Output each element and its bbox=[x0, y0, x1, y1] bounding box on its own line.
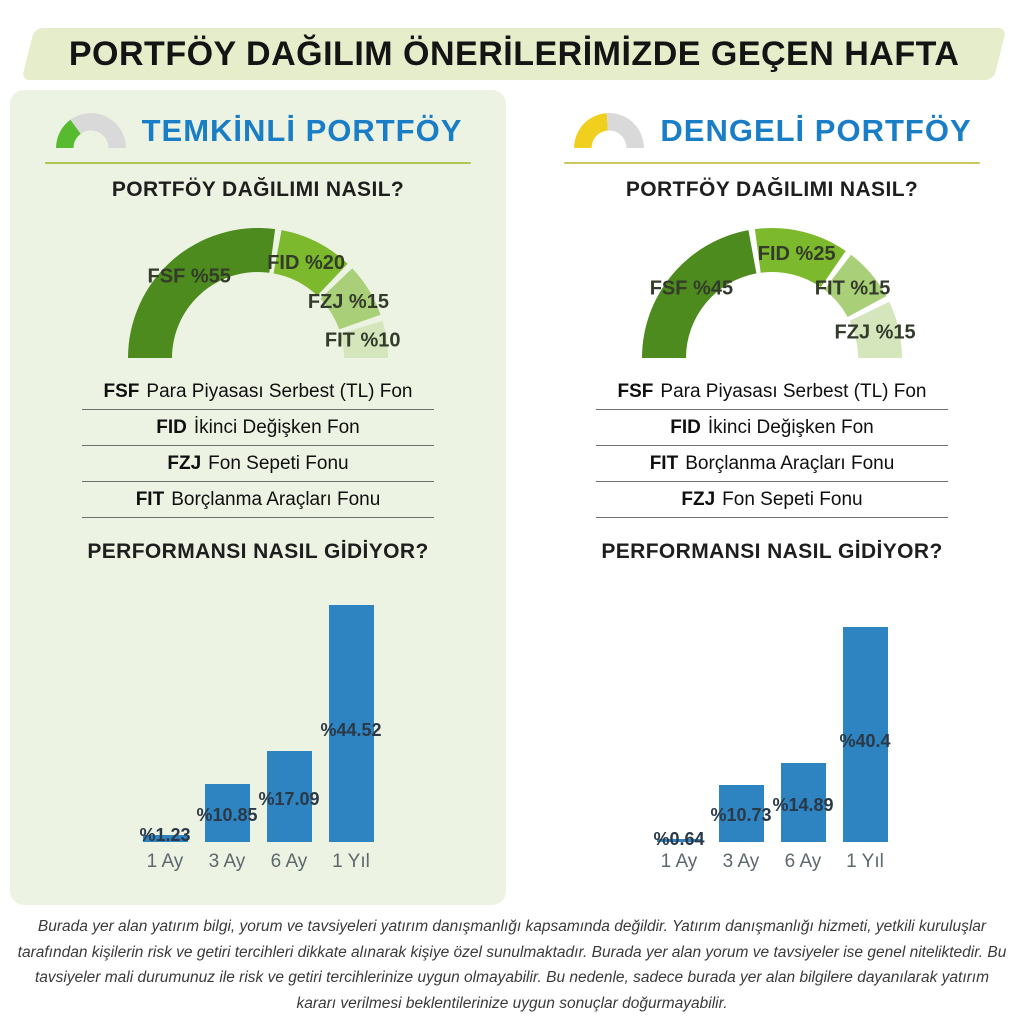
donut-segment-FIT bbox=[824, 254, 887, 318]
fund-name: Fon Sepeti Fonu bbox=[208, 453, 349, 474]
fund-name: Para Piyasası Serbest (TL) Fon bbox=[146, 381, 413, 402]
fund-legend: FSF Para Piyasası Serbest (TL) Fon FID İkin… bbox=[82, 374, 434, 518]
bars-area: %0.64 %10.73 %14.89 %40.4 bbox=[653, 600, 891, 849]
fund-legend: FSF Para Piyasası Serbest (TL) Fon FID İkin… bbox=[596, 374, 948, 518]
bars-area: %1.23 %10.85 %17.09 %44.52 bbox=[139, 600, 382, 845]
fund-name: Para Piyasası Serbest (TL) Fon bbox=[660, 381, 927, 402]
fund-code: FSF bbox=[617, 381, 654, 402]
bar-1 Yıl: %44.52 bbox=[320, 604, 382, 842]
panel-underline bbox=[563, 162, 981, 164]
bar-6 Ay: %14.89 bbox=[772, 762, 834, 842]
bar-categories: 1 Ay 3 Ay 6 Ay 1 Yıl bbox=[143, 851, 374, 873]
fund-name: Fon Sepeti Fonu bbox=[722, 489, 863, 510]
bar-category-label: 3 Ay bbox=[208, 851, 246, 872]
fund-name: İkinci Değişken Fon bbox=[193, 417, 360, 438]
fund-row-FIT: FIT Borçlanma Araçları Fonu bbox=[596, 446, 948, 482]
gauge-fill-segment bbox=[55, 119, 81, 148]
fund-row-FSF: FSF Para Piyasası Serbest (TL) Fon bbox=[82, 374, 434, 410]
bar-category-label: 1 Yıl bbox=[332, 851, 370, 872]
fund-name: Borçlanma Araçları Fonu bbox=[171, 489, 381, 510]
fund-code: FSF bbox=[103, 381, 140, 402]
bar-3 Ay: %10.85 bbox=[196, 784, 258, 842]
panel-temkinli: TEMKİNLİ PORTFÖY PORTFÖY DAĞILIMI NASIL?… bbox=[10, 90, 506, 905]
fund-name: Borçlanma Araçları Fonu bbox=[685, 453, 895, 474]
performance-title: PERFORMANSI NASIL GİDİYOR? bbox=[87, 540, 429, 563]
fund-code: FID bbox=[670, 417, 701, 438]
bar-value-label: %0.64 bbox=[653, 828, 705, 849]
bar-categories: 1 Ay 3 Ay 6 Ay 1 Yıl bbox=[657, 851, 888, 873]
panel-underline bbox=[44, 162, 472, 164]
donut-label: FID %25 bbox=[758, 243, 836, 265]
bar-category-label: 1 Ay bbox=[660, 851, 698, 872]
bar-value-label: %10.85 bbox=[196, 804, 258, 825]
bar-1 Ay: %0.64 bbox=[653, 829, 704, 849]
panels-row: TEMKİNLİ PORTFÖY PORTFÖY DAĞILIMI NASIL?… bbox=[10, 90, 1014, 905]
donut-segment-FIT bbox=[340, 320, 388, 358]
bar-category-label: 1 Yıl bbox=[846, 851, 884, 872]
gauge-track-segment bbox=[607, 113, 645, 148]
page-title: PORTFÖY DAĞILIM ÖNERİLERİMİZDE GEÇEN HAF… bbox=[68, 34, 960, 73]
performance-title: PERFORMANSI NASIL GİDİYOR? bbox=[601, 540, 943, 563]
bar-1 Ay: %1.23 bbox=[139, 825, 190, 845]
donut-chart: FSF %45 FID %25 FIT %15 FZJ %15 bbox=[642, 228, 916, 358]
bar-1 Yıl: %40.4 bbox=[839, 626, 891, 842]
donut-label: FIT %15 bbox=[815, 277, 891, 299]
donut-segment-FZJ bbox=[849, 301, 902, 358]
fund-row-FID: FID İkinci Değişken Fon bbox=[82, 410, 434, 446]
donut-label: FSF %55 bbox=[148, 266, 231, 288]
bar-3 Ay: %10.73 bbox=[710, 784, 772, 842]
fund-name: İkinci Değişken Fon bbox=[707, 417, 874, 438]
panel-title: TEMKİNLİ PORTFÖY bbox=[141, 113, 463, 148]
panel-dengeli: DENGELİ PORTFÖY PORTFÖY DAĞILIMI NASIL? … bbox=[530, 90, 1014, 905]
donut-label: FIT %10 bbox=[325, 330, 401, 352]
gauge-icon bbox=[574, 113, 645, 148]
donut-label: FZJ %15 bbox=[835, 322, 916, 344]
bar-category-label: 6 Ay bbox=[784, 851, 822, 872]
fund-row-FIT: FIT Borçlanma Araçları Fonu bbox=[82, 482, 434, 518]
donut-label: FID %20 bbox=[267, 252, 345, 274]
bar-chart: %1.23 %10.85 %17.09 %44.52 1 Ay 3 Ay 6 Ay 1 Yı… bbox=[139, 600, 382, 873]
fund-row-FID: FID İkinci Değişken Fon bbox=[596, 410, 948, 446]
distribution-title: PORTFÖY DAĞILIMI NASIL? bbox=[625, 178, 919, 201]
fund-row-FSF: FSF Para Piyasası Serbest (TL) Fon bbox=[596, 374, 948, 410]
donut-segment-FSF bbox=[128, 228, 276, 358]
donut-label: FZJ %15 bbox=[308, 291, 389, 313]
donut-segment-FZJ bbox=[320, 268, 381, 330]
fund-row-FZJ: FZJ Fon Sepeti Fonu bbox=[596, 482, 948, 518]
gauge-track-segment bbox=[70, 113, 126, 148]
donut-segment-FID bbox=[273, 230, 348, 296]
fund-code: FIT bbox=[649, 453, 679, 474]
donut-label: FSF %45 bbox=[650, 277, 733, 299]
gauge-icon bbox=[55, 113, 126, 148]
bar-category-label: 3 Ay bbox=[722, 851, 760, 872]
bar-category-label: 1 Ay bbox=[146, 851, 184, 872]
bar-value-label: %40.4 bbox=[839, 730, 891, 751]
donut-chart: FSF %55 FID %20 FZJ %15 FIT %10 bbox=[128, 228, 401, 358]
bar-value-label: %14.89 bbox=[772, 794, 834, 815]
bar-category-label: 6 Ay bbox=[270, 851, 308, 872]
panel-title: DENGELİ PORTFÖY bbox=[660, 113, 972, 148]
bar-value-label: %44.52 bbox=[320, 720, 382, 741]
panel-header: TEMKİNLİ PORTFÖY bbox=[54, 108, 463, 154]
bar-chart: %0.64 %10.73 %14.89 %40.4 1 Ay 3 Ay 6 Ay 1 Yıl bbox=[653, 600, 891, 873]
distribution-title: PORTFÖY DAĞILIMI NASIL? bbox=[111, 178, 405, 201]
header-band: PORTFÖY DAĞILIM ÖNERİLERİMİZDE GEÇEN HAF… bbox=[21, 28, 1007, 80]
fund-code: FZJ bbox=[681, 489, 716, 510]
donut-segment-FSF bbox=[642, 230, 757, 358]
fund-row-FZJ: FZJ Fon Sepeti Fonu bbox=[82, 446, 434, 482]
fund-code: FZJ bbox=[167, 453, 202, 474]
donut-segment-FID bbox=[754, 228, 846, 288]
bar-value-label: %10.73 bbox=[710, 805, 772, 826]
bar-value-label: %17.09 bbox=[258, 789, 320, 810]
fund-code: FID bbox=[156, 417, 187, 438]
footer-disclaimer: Burada yer alan yatırım bilgi, yorum ve … bbox=[17, 918, 1007, 1013]
fund-code: FIT bbox=[135, 489, 165, 510]
bar-value-label: %1.23 bbox=[139, 825, 191, 846]
gauge-fill-segment bbox=[574, 113, 609, 148]
bar-6 Ay: %17.09 bbox=[258, 750, 320, 842]
panel-header: DENGELİ PORTFÖY bbox=[572, 108, 971, 154]
